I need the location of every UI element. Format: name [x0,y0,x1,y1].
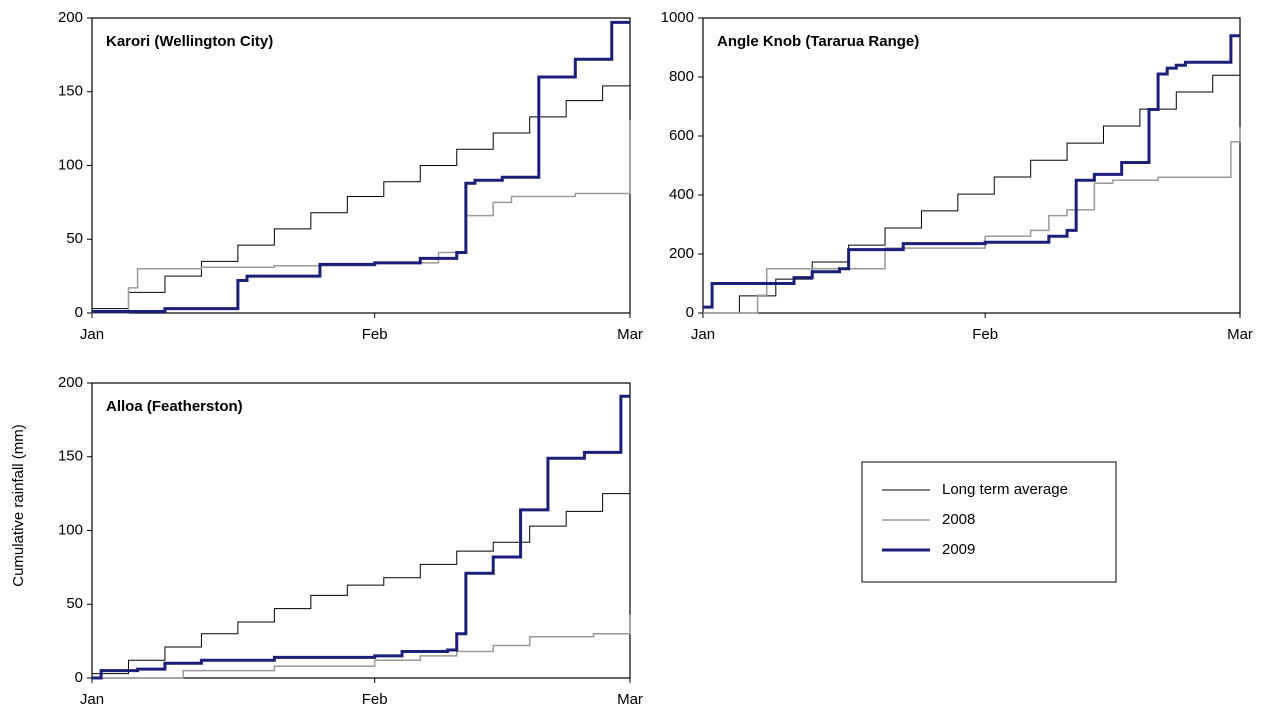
y-axis-label: Cumulative rainfall (mm) [10,424,27,587]
x-tick-label: Feb [972,326,998,343]
x-tick-label: Mar [1227,326,1253,343]
series-line [92,614,631,679]
legend-label: 2009 [942,541,975,558]
x-tick-label: Jan [80,691,104,708]
y-tick-label: 200 [58,9,83,26]
y-tick-label: 200 [669,245,694,262]
series-line [92,480,631,675]
legend-label: 2008 [942,511,975,528]
y-tick-label: 0 [75,304,83,321]
y-tick-label: 0 [686,304,694,321]
series-line [92,20,630,314]
series-line [92,74,631,310]
y-tick-label: 100 [58,156,83,173]
x-tick-label: Jan [80,326,104,343]
y-tick-label: 150 [58,83,83,100]
y-tick-label: 150 [58,448,83,465]
panel-title: Angle Knob (Tararua Range) [717,33,919,50]
y-tick-label: 50 [66,230,83,247]
y-tick-label: 200 [58,374,83,391]
plot-frame [702,17,1241,314]
plot-frame [91,382,631,679]
x-tick-label: Mar [617,691,643,708]
series-line [92,119,631,314]
y-tick-label: 800 [669,68,694,85]
panel-title: Karori (Wellington City) [106,33,273,50]
panel-title: Alloa (Featherston) [106,398,243,415]
legend-box [861,461,1117,583]
legend-label: Long term average [942,481,1068,498]
y-tick-label: 50 [66,595,83,612]
series-line [703,34,1240,309]
series-line [703,127,1241,314]
y-tick-label: 100 [58,521,83,538]
y-tick-label: 600 [669,127,694,144]
series-line [92,394,630,680]
y-tick-label: 1000 [661,9,694,26]
x-tick-label: Feb [362,691,388,708]
y-tick-label: 0 [75,669,83,686]
y-tick-label: 400 [669,186,694,203]
x-tick-label: Mar [617,326,643,343]
x-tick-label: Jan [691,326,715,343]
x-tick-label: Feb [362,326,388,343]
